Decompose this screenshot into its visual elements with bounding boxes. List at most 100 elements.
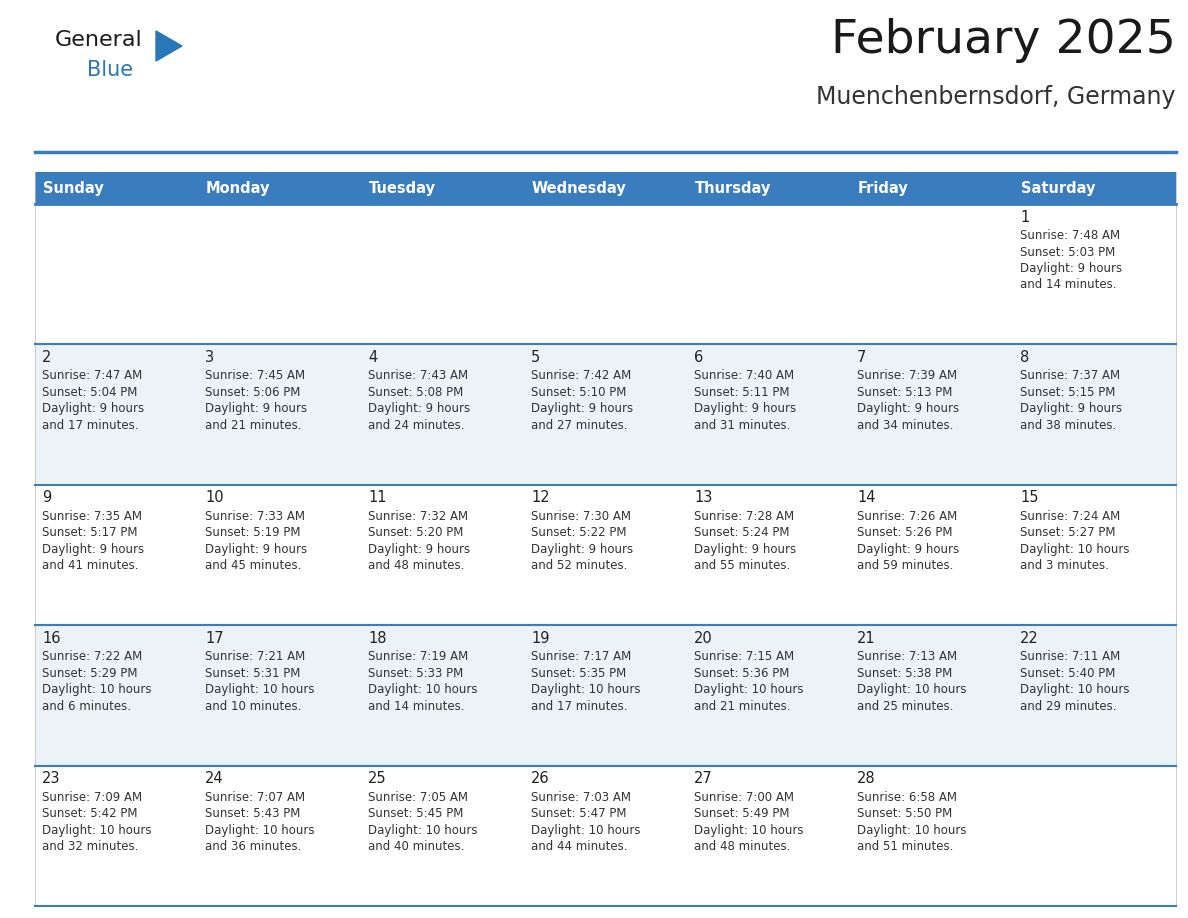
Bar: [849, 204, 1013, 344]
Text: 21: 21: [857, 631, 876, 645]
Bar: [198, 485, 361, 625]
Bar: [524, 172, 687, 204]
Text: Tuesday: Tuesday: [369, 181, 436, 196]
Bar: [1013, 625, 1176, 766]
Bar: [34, 485, 198, 625]
Bar: [361, 766, 524, 906]
Text: Sunrise: 7:21 AM
Sunset: 5:31 PM
Daylight: 10 hours
and 10 minutes.: Sunrise: 7:21 AM Sunset: 5:31 PM Dayligh…: [206, 650, 315, 712]
Text: 19: 19: [531, 631, 550, 645]
Text: Sunrise: 7:15 AM
Sunset: 5:36 PM
Daylight: 10 hours
and 21 minutes.: Sunrise: 7:15 AM Sunset: 5:36 PM Dayligh…: [694, 650, 803, 712]
Text: Friday: Friday: [858, 181, 909, 196]
Text: 26: 26: [531, 771, 550, 786]
Text: 7: 7: [857, 350, 866, 364]
Bar: [687, 625, 849, 766]
Bar: [198, 204, 361, 344]
Text: 24: 24: [206, 771, 223, 786]
Text: Sunrise: 7:00 AM
Sunset: 5:49 PM
Daylight: 10 hours
and 48 minutes.: Sunrise: 7:00 AM Sunset: 5:49 PM Dayligh…: [694, 790, 803, 853]
Text: 10: 10: [206, 490, 223, 505]
Text: Sunrise: 7:22 AM
Sunset: 5:29 PM
Daylight: 10 hours
and 6 minutes.: Sunrise: 7:22 AM Sunset: 5:29 PM Dayligh…: [42, 650, 152, 712]
Text: Sunrise: 7:09 AM
Sunset: 5:42 PM
Daylight: 10 hours
and 32 minutes.: Sunrise: 7:09 AM Sunset: 5:42 PM Dayligh…: [42, 790, 152, 853]
Bar: [198, 766, 361, 906]
Text: Sunrise: 7:47 AM
Sunset: 5:04 PM
Daylight: 9 hours
and 17 minutes.: Sunrise: 7:47 AM Sunset: 5:04 PM Dayligh…: [42, 369, 144, 431]
Text: General: General: [55, 30, 143, 50]
Text: Sunrise: 7:42 AM
Sunset: 5:10 PM
Daylight: 9 hours
and 27 minutes.: Sunrise: 7:42 AM Sunset: 5:10 PM Dayligh…: [531, 369, 633, 431]
Text: 5: 5: [531, 350, 541, 364]
Text: 16: 16: [42, 631, 61, 645]
Text: 25: 25: [368, 771, 386, 786]
Text: 23: 23: [42, 771, 61, 786]
Bar: [687, 172, 849, 204]
Text: Muenchenbernsdorf, Germany: Muenchenbernsdorf, Germany: [816, 85, 1176, 109]
Bar: [198, 625, 361, 766]
Bar: [34, 172, 198, 204]
Bar: [524, 485, 687, 625]
Text: Saturday: Saturday: [1020, 181, 1095, 196]
Text: Sunrise: 7:33 AM
Sunset: 5:19 PM
Daylight: 9 hours
and 45 minutes.: Sunrise: 7:33 AM Sunset: 5:19 PM Dayligh…: [206, 509, 308, 572]
Text: 22: 22: [1020, 631, 1038, 645]
Text: 1: 1: [1020, 209, 1029, 225]
Text: February 2025: February 2025: [832, 18, 1176, 63]
Text: Sunrise: 7:05 AM
Sunset: 5:45 PM
Daylight: 10 hours
and 40 minutes.: Sunrise: 7:05 AM Sunset: 5:45 PM Dayligh…: [368, 790, 478, 853]
Text: Sunrise: 7:40 AM
Sunset: 5:11 PM
Daylight: 9 hours
and 31 minutes.: Sunrise: 7:40 AM Sunset: 5:11 PM Dayligh…: [694, 369, 796, 431]
Text: 18: 18: [368, 631, 386, 645]
Text: Blue: Blue: [87, 60, 133, 80]
Bar: [361, 485, 524, 625]
Bar: [524, 344, 687, 485]
Bar: [361, 625, 524, 766]
Bar: [1013, 485, 1176, 625]
Text: 14: 14: [857, 490, 876, 505]
Text: Thursday: Thursday: [695, 181, 771, 196]
Text: 3: 3: [206, 350, 214, 364]
Text: Sunrise: 7:24 AM
Sunset: 5:27 PM
Daylight: 10 hours
and 3 minutes.: Sunrise: 7:24 AM Sunset: 5:27 PM Dayligh…: [1020, 509, 1130, 572]
Bar: [849, 172, 1013, 204]
Text: 17: 17: [206, 631, 223, 645]
Text: Sunrise: 7:37 AM
Sunset: 5:15 PM
Daylight: 9 hours
and 38 minutes.: Sunrise: 7:37 AM Sunset: 5:15 PM Dayligh…: [1020, 369, 1123, 431]
Bar: [1013, 172, 1176, 204]
Bar: [687, 204, 849, 344]
Text: Sunrise: 7:39 AM
Sunset: 5:13 PM
Daylight: 9 hours
and 34 minutes.: Sunrise: 7:39 AM Sunset: 5:13 PM Dayligh…: [857, 369, 959, 431]
Text: Sunrise: 7:43 AM
Sunset: 5:08 PM
Daylight: 9 hours
and 24 minutes.: Sunrise: 7:43 AM Sunset: 5:08 PM Dayligh…: [368, 369, 470, 431]
Text: Sunrise: 7:03 AM
Sunset: 5:47 PM
Daylight: 10 hours
and 44 minutes.: Sunrise: 7:03 AM Sunset: 5:47 PM Dayligh…: [531, 790, 640, 853]
Text: 13: 13: [694, 490, 713, 505]
Text: 8: 8: [1020, 350, 1029, 364]
Text: Sunrise: 7:35 AM
Sunset: 5:17 PM
Daylight: 9 hours
and 41 minutes.: Sunrise: 7:35 AM Sunset: 5:17 PM Dayligh…: [42, 509, 144, 572]
Bar: [34, 766, 198, 906]
Bar: [849, 485, 1013, 625]
Text: 12: 12: [531, 490, 550, 505]
Text: 15: 15: [1020, 490, 1038, 505]
Text: Sunrise: 7:48 AM
Sunset: 5:03 PM
Daylight: 9 hours
and 14 minutes.: Sunrise: 7:48 AM Sunset: 5:03 PM Dayligh…: [1020, 229, 1123, 292]
Bar: [849, 766, 1013, 906]
Bar: [361, 172, 524, 204]
Bar: [34, 204, 198, 344]
Bar: [1013, 204, 1176, 344]
Bar: [198, 172, 361, 204]
Bar: [524, 204, 687, 344]
Text: 20: 20: [694, 631, 713, 645]
Text: 27: 27: [694, 771, 713, 786]
Text: Sunrise: 7:30 AM
Sunset: 5:22 PM
Daylight: 9 hours
and 52 minutes.: Sunrise: 7:30 AM Sunset: 5:22 PM Dayligh…: [531, 509, 633, 572]
Bar: [1013, 344, 1176, 485]
Text: 28: 28: [857, 771, 876, 786]
Bar: [524, 625, 687, 766]
Text: Sunrise: 7:11 AM
Sunset: 5:40 PM
Daylight: 10 hours
and 29 minutes.: Sunrise: 7:11 AM Sunset: 5:40 PM Dayligh…: [1020, 650, 1130, 712]
Bar: [687, 766, 849, 906]
Bar: [687, 344, 849, 485]
Text: Sunrise: 7:19 AM
Sunset: 5:33 PM
Daylight: 10 hours
and 14 minutes.: Sunrise: 7:19 AM Sunset: 5:33 PM Dayligh…: [368, 650, 478, 712]
Bar: [361, 204, 524, 344]
Text: Sunrise: 6:58 AM
Sunset: 5:50 PM
Daylight: 10 hours
and 51 minutes.: Sunrise: 6:58 AM Sunset: 5:50 PM Dayligh…: [857, 790, 967, 853]
Bar: [198, 344, 361, 485]
Text: Sunrise: 7:17 AM
Sunset: 5:35 PM
Daylight: 10 hours
and 17 minutes.: Sunrise: 7:17 AM Sunset: 5:35 PM Dayligh…: [531, 650, 640, 712]
Text: Sunrise: 7:32 AM
Sunset: 5:20 PM
Daylight: 9 hours
and 48 minutes.: Sunrise: 7:32 AM Sunset: 5:20 PM Dayligh…: [368, 509, 470, 572]
Bar: [34, 344, 198, 485]
Text: Sunrise: 7:26 AM
Sunset: 5:26 PM
Daylight: 9 hours
and 59 minutes.: Sunrise: 7:26 AM Sunset: 5:26 PM Dayligh…: [857, 509, 959, 572]
Text: 6: 6: [694, 350, 703, 364]
Text: 4: 4: [368, 350, 378, 364]
Text: 9: 9: [42, 490, 51, 505]
Text: 2: 2: [42, 350, 51, 364]
Text: Sunrise: 7:13 AM
Sunset: 5:38 PM
Daylight: 10 hours
and 25 minutes.: Sunrise: 7:13 AM Sunset: 5:38 PM Dayligh…: [857, 650, 967, 712]
Text: Monday: Monday: [206, 181, 271, 196]
Text: Wednesday: Wednesday: [532, 181, 627, 196]
Polygon shape: [156, 31, 182, 61]
Text: Sunrise: 7:45 AM
Sunset: 5:06 PM
Daylight: 9 hours
and 21 minutes.: Sunrise: 7:45 AM Sunset: 5:06 PM Dayligh…: [206, 369, 308, 431]
Text: Sunrise: 7:28 AM
Sunset: 5:24 PM
Daylight: 9 hours
and 55 minutes.: Sunrise: 7:28 AM Sunset: 5:24 PM Dayligh…: [694, 509, 796, 572]
